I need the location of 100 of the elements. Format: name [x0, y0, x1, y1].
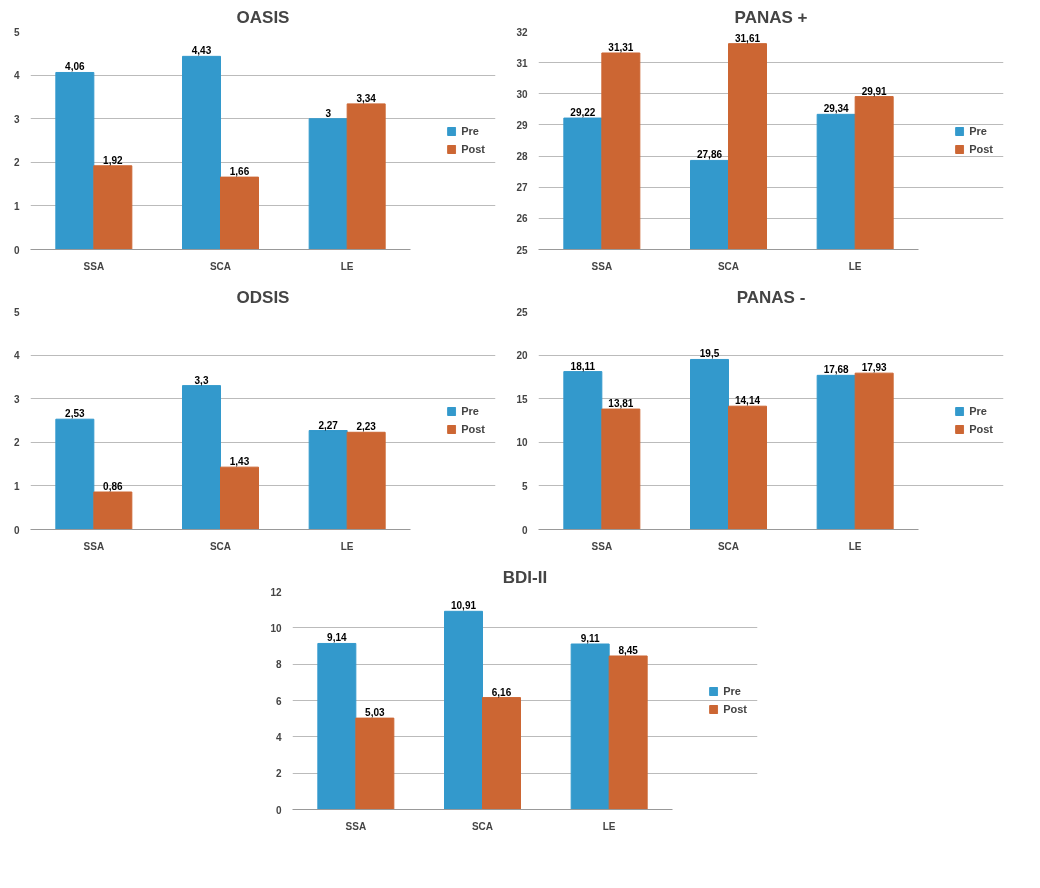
chart-title: ODSIS: [236, 287, 290, 307]
data-label: 2,23: [356, 421, 377, 433]
bar: [308, 118, 348, 250]
data-label: 19,5: [699, 348, 720, 360]
y-tick-label: 2: [275, 768, 282, 780]
legend-label: Pre: [461, 405, 480, 417]
x-tick-label: SSA: [83, 540, 105, 552]
x-tick-label: SCA: [717, 260, 740, 272]
data-label: 9,11: [580, 633, 601, 644]
bar: [690, 358, 729, 530]
y-tick-label: 10: [270, 622, 282, 634]
y-tick-label: 6: [275, 695, 282, 707]
y-tick-label: 27: [516, 182, 528, 194]
y-tick-label: 12: [270, 586, 282, 598]
bar: [816, 374, 856, 530]
x-tick-label: SSA: [591, 540, 613, 552]
data-label: 29,34: [823, 103, 850, 115]
x-tick-label: LE: [848, 260, 862, 272]
y-tick-label: 5: [521, 480, 528, 492]
x-tick-label: SCA: [471, 820, 494, 832]
chart-title: PANAS +: [734, 7, 808, 27]
y-tick-label: 0: [275, 804, 282, 816]
bar: [608, 655, 648, 810]
data-label: 2,27: [318, 419, 339, 431]
y-tick-label: 32: [516, 26, 528, 38]
data-label: 14,14: [734, 395, 761, 407]
y-tick-label: 3: [13, 113, 20, 125]
x-tick-label: SCA: [209, 260, 232, 272]
chart-title: OASIS: [236, 7, 290, 27]
x-tick-label: SSA: [345, 820, 367, 832]
y-tick-label: 1: [13, 200, 20, 212]
x-tick-label: SCA: [209, 540, 232, 552]
bar: [182, 55, 221, 250]
y-tick-label: 5: [13, 306, 20, 318]
y-tick-label: 31: [516, 57, 528, 69]
y-tick-label: 25: [516, 244, 528, 256]
data-label: 17,68: [823, 364, 850, 376]
data-label: 1,92: [103, 154, 123, 166]
data-label: 31,31: [608, 41, 634, 53]
x-tick-label: LE: [848, 540, 862, 552]
y-tick-label: 30: [516, 88, 528, 100]
y-tick-label: 0: [521, 524, 528, 536]
data-label: 3,3: [194, 374, 209, 386]
data-label: 3,34: [356, 92, 377, 104]
y-tick-label: 10: [516, 437, 528, 449]
legend-label: Post: [969, 423, 993, 435]
x-tick-label: LE: [602, 820, 616, 832]
data-label: 4,43: [191, 45, 212, 57]
data-label: 1,66: [229, 166, 250, 178]
data-label: 17,93: [861, 362, 888, 374]
x-tick-label: SSA: [83, 260, 105, 272]
y-tick-label: 2: [13, 437, 20, 449]
legend-label: Post: [461, 423, 485, 435]
bar: [563, 371, 603, 530]
y-tick-label: 25: [516, 306, 528, 318]
x-tick-label: SSA: [591, 260, 613, 272]
y-tick-label: 3: [13, 393, 20, 405]
bar: [728, 405, 767, 530]
bar: [308, 430, 348, 530]
bar: [55, 71, 95, 250]
bar: [93, 491, 133, 530]
bar: [482, 697, 521, 810]
y-tick-label: 2: [13, 157, 20, 169]
x-tick-label: LE: [340, 540, 354, 552]
data-label: 31,61: [734, 32, 761, 44]
bar: [346, 431, 386, 530]
bar: [317, 642, 357, 810]
bar: [93, 165, 133, 250]
y-tick-label: 26: [516, 213, 528, 225]
y-tick-label: 4: [13, 70, 20, 82]
y-tick-label: 8: [275, 659, 282, 671]
data-label: 13,81: [608, 398, 634, 410]
data-label: 27,86: [696, 149, 723, 161]
y-tick-label: 1: [13, 480, 20, 492]
y-tick-label: 28: [516, 151, 528, 163]
y-tick-label: 29: [516, 119, 528, 131]
data-label: 6,16: [491, 686, 512, 698]
chart-title: PANAS -: [736, 287, 806, 307]
data-label: 29,91: [861, 85, 888, 97]
bar: [220, 176, 259, 250]
legend-label: Pre: [461, 125, 480, 137]
legend-label: Pre: [723, 685, 742, 697]
legend-label: Pre: [969, 125, 988, 137]
y-tick-label: 0: [13, 524, 20, 536]
x-tick-label: LE: [340, 260, 354, 272]
bar: [570, 643, 610, 810]
data-label: 8,45: [618, 644, 639, 656]
x-tick-label: SCA: [717, 540, 740, 552]
bar: [854, 372, 894, 530]
y-tick-label: 5: [13, 26, 20, 38]
data-label: 0,86: [103, 481, 123, 492]
y-tick-label: 15: [516, 393, 528, 405]
chart-title: BDI-II: [502, 567, 548, 587]
bar: [444, 610, 483, 810]
data-label: 9,14: [327, 632, 347, 644]
legend-label: Post: [723, 703, 747, 715]
bar: [346, 103, 386, 250]
data-label: 29,22: [570, 107, 596, 119]
data-label: 4,06: [65, 61, 85, 73]
y-tick-label: 0: [13, 244, 20, 256]
